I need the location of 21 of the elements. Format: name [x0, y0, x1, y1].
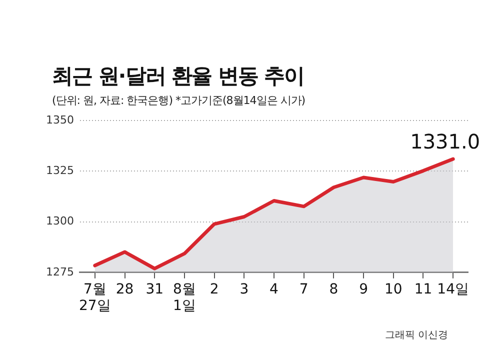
- x-tick-label: 8: [329, 281, 338, 298]
- chart-title: 최근 원·달러 환율 변동 추이: [52, 63, 304, 90]
- y-tick-label: 1275: [46, 265, 74, 278]
- y-tick-label: 1325: [46, 164, 74, 178]
- x-tick-label: 3: [240, 281, 249, 298]
- y-tick-label: 1350: [46, 113, 74, 126]
- data-label: 1331.0: [410, 129, 480, 154]
- x-tick-label: 2: [210, 281, 219, 298]
- x-tick-label: 14일: [437, 281, 469, 298]
- x-tick-label: 8월 1일: [172, 281, 196, 314]
- chart-subtitle: (단위: 원, 자료: 한국은행) *고가기준(8월14일은 시가): [52, 93, 306, 108]
- x-tick-label: 7: [299, 281, 308, 298]
- text: 그래픽 이신경: [384, 329, 448, 342]
- x-tick-label: 9: [359, 281, 368, 298]
- x-tick-label: 10: [384, 281, 402, 298]
- x-tick-label: 7월 27일: [79, 281, 111, 314]
- x-tick-label: 31: [146, 281, 164, 298]
- x-tick-label: 11: [414, 281, 432, 298]
- x-tick-label: 28: [116, 281, 134, 298]
- x-tick-label: 4: [270, 281, 279, 298]
- y-tick-label: 1300: [46, 214, 74, 228]
